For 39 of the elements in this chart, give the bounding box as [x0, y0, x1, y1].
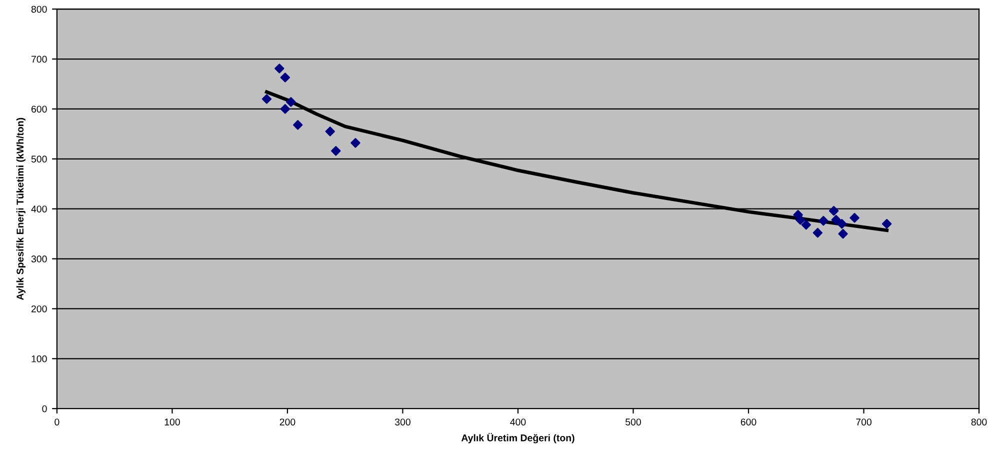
point	[850, 212, 860, 223]
point	[280, 72, 290, 82]
point	[286, 97, 296, 107]
y-tick-label: 500	[31, 156, 47, 163]
y-axis-title: Aylık Spesifik Enerji Tüketimi (kWh/ton)	[16, 118, 26, 300]
point	[331, 146, 341, 156]
point	[280, 104, 290, 114]
point	[828, 206, 839, 216]
point	[262, 94, 272, 104]
x-tick-label: 100	[164, 418, 180, 426]
point	[831, 214, 841, 225]
point	[838, 228, 848, 239]
x-tick-label: 200	[280, 418, 296, 426]
x-tick-label: 0	[54, 418, 60, 426]
point	[796, 214, 806, 225]
x-tick-label: 400	[510, 418, 526, 426]
y-tick-label: 600	[31, 106, 47, 113]
point	[882, 218, 892, 229]
x-tick-label: 500	[626, 418, 641, 426]
point	[325, 126, 335, 136]
point	[292, 120, 303, 130]
y-tick-label: 200	[31, 305, 47, 312]
y-tick-label: 300	[31, 256, 47, 262]
x-tick-label: 700	[856, 418, 872, 426]
point	[837, 218, 847, 229]
y-tick-label: 100	[32, 355, 47, 362]
x-tick-label: 800	[971, 418, 987, 426]
x-tick-label: 300	[394, 418, 410, 426]
y-tick-label: 400	[31, 206, 47, 212]
x-tick-label: 600	[740, 418, 756, 426]
point	[801, 220, 811, 230]
point	[818, 216, 828, 226]
y-tick-label: 700	[32, 56, 47, 63]
point	[274, 64, 284, 74]
point	[812, 228, 823, 238]
y-tick-label: 0	[42, 405, 47, 412]
x-axis-title: Aylık Üretim Değeri (ton)	[461, 432, 574, 444]
y-tick-label: 800	[31, 6, 47, 13]
point	[350, 138, 360, 148]
